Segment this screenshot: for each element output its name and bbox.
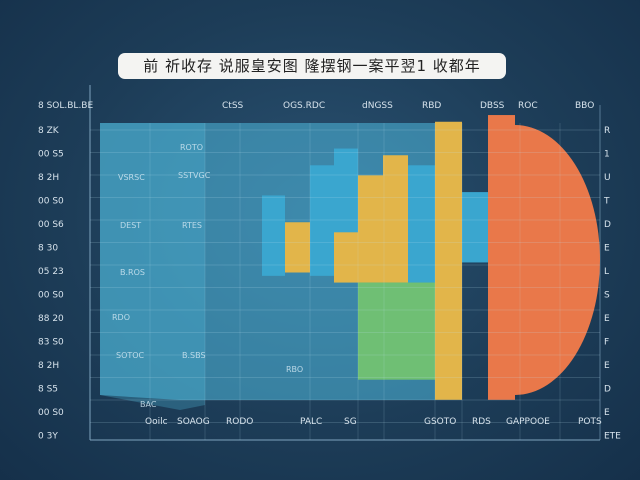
x-tick-label: SOAOG	[177, 417, 210, 427]
bar	[488, 115, 515, 400]
bar	[408, 165, 435, 283]
y-tick-label: 8 ZK	[38, 126, 60, 136]
bar	[262, 195, 285, 276]
y-tick-label: 8 2H	[38, 361, 59, 371]
y-tick-label: 00 S5	[38, 150, 64, 160]
x-tick-label: RDS	[472, 417, 491, 427]
bar	[358, 282, 435, 380]
inner-label: RTES	[182, 221, 202, 230]
inner-label: VSRSC	[118, 173, 145, 182]
inner-label: DEST	[120, 221, 141, 230]
right-tick-label: F	[604, 338, 609, 348]
x-tick-label: SG	[344, 417, 357, 427]
orange-curve	[515, 125, 600, 395]
y-tick-label: 00 S0	[38, 291, 64, 301]
left-panel	[100, 123, 205, 410]
x-tick-label: PALC	[300, 417, 322, 427]
inner-label: ROTO	[180, 143, 203, 152]
right-tick-label: S	[604, 291, 610, 301]
y-tick-label: 00 S0	[38, 197, 64, 207]
inner-label: B.SBS	[182, 351, 206, 360]
inner-label: BAC	[140, 400, 157, 409]
bar	[435, 121, 462, 400]
x-tick-label: RODO	[226, 417, 253, 427]
top-label: ROC	[518, 101, 538, 111]
y-tick-label: 8 30	[38, 244, 58, 254]
bar	[285, 222, 310, 273]
inner-label: SSTVGC	[178, 171, 211, 180]
right-tick-label: D	[604, 385, 611, 395]
right-tick-label: R	[604, 126, 610, 136]
inner-label: RBO	[286, 365, 303, 374]
top-label: BBO	[575, 101, 594, 111]
y-tick-label: 88 20	[38, 314, 64, 324]
right-tick-label: E	[604, 361, 610, 371]
right-tick-label: U	[604, 173, 611, 183]
right-tick-label: E	[604, 408, 610, 418]
top-label: OGS.RDC	[283, 101, 325, 111]
top-label: CtSS	[222, 101, 244, 111]
bar	[462, 192, 488, 263]
bar	[310, 165, 334, 276]
x-tick-label: GAPPOOE	[506, 417, 550, 427]
top-label: 8 SOL.BL.BE	[38, 101, 93, 111]
x-tick-label: GSOTO	[424, 417, 456, 427]
right-tick-label: T	[603, 197, 610, 207]
inner-label: B.ROS	[120, 268, 145, 277]
y-tick-label: 00 S6	[38, 220, 64, 230]
y-tick-label: 0 3Y	[38, 432, 58, 442]
y-tick-label: 05 23	[38, 267, 64, 277]
x-tick-label: POTS	[578, 417, 602, 427]
right-tick-label: E	[604, 244, 610, 254]
right-tick-label: D	[604, 220, 611, 230]
top-label: RBD	[422, 101, 441, 111]
y-tick-label: 83 S0	[38, 338, 64, 348]
right-tick-label: L	[604, 267, 609, 277]
y-tick-label: 8 2H	[38, 173, 59, 183]
inner-label: RDO	[112, 313, 130, 322]
x-tick-label: Ooilc	[145, 417, 168, 427]
bar	[358, 175, 383, 283]
chart-title: 前 祈收存 说服皇安图 隆摆钢一案平翌1 收都年	[118, 53, 506, 79]
y-tick-label: 00 S0	[38, 408, 64, 418]
inner-label: SOTOC	[116, 351, 145, 360]
right-tick-label: ETE	[604, 432, 621, 442]
bar	[334, 232, 358, 283]
y-tick-label: 8 S5	[38, 385, 58, 395]
right-tick-label: 1	[604, 150, 610, 160]
top-label: DBSS	[480, 101, 505, 111]
top-label: dNGSS	[362, 101, 393, 111]
right-tick-label: E	[604, 314, 610, 324]
bar	[383, 155, 408, 283]
